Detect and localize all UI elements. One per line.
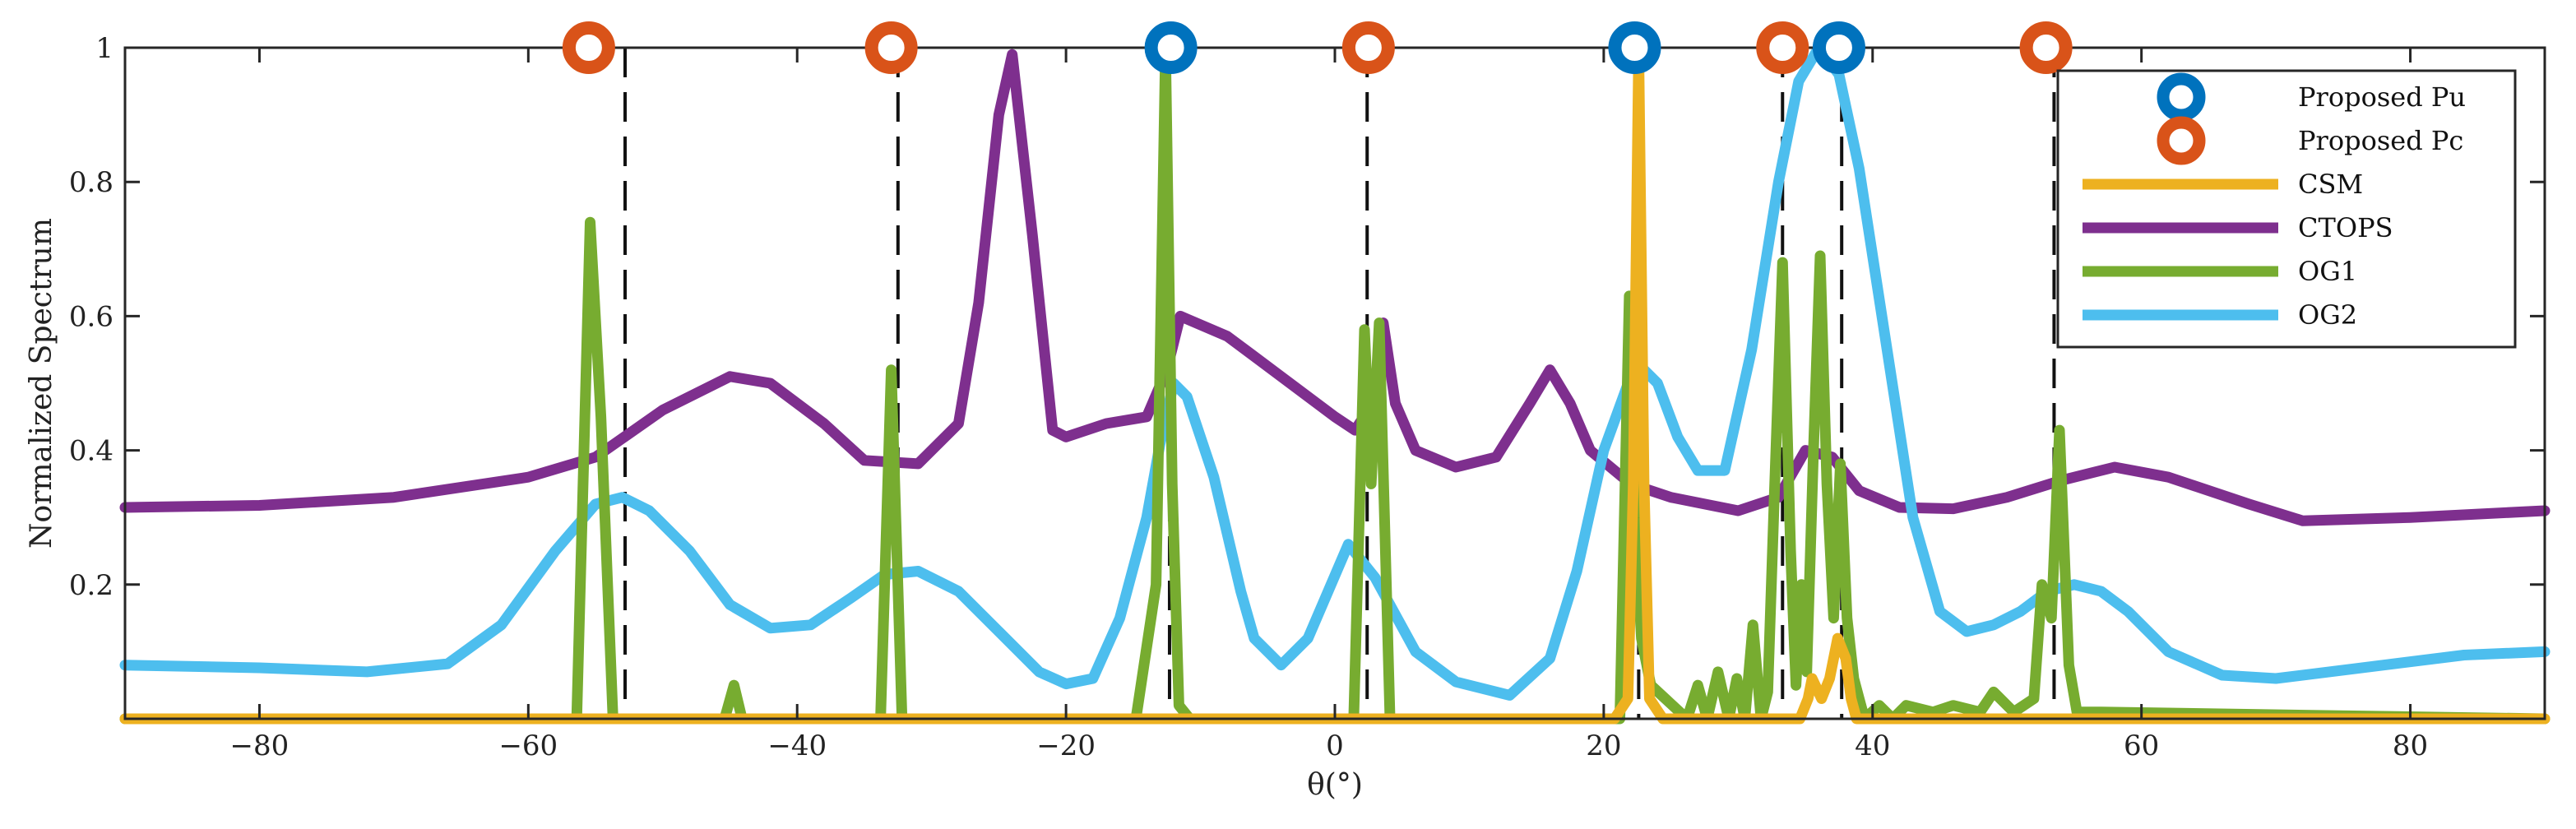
x-tick-label: −80 xyxy=(230,729,290,762)
marker-proposed-pc xyxy=(562,21,615,74)
marker-proposed-pu xyxy=(1608,21,1661,74)
legend-box xyxy=(2056,69,2517,349)
x-tick-label: 80 xyxy=(2393,729,2428,762)
x-tick-label: 40 xyxy=(1855,729,1890,762)
x-axis-label: θ(°) xyxy=(1307,768,1363,802)
y-tick-label: 0.6 xyxy=(69,300,114,333)
legend-label-ctops: CTOPS xyxy=(2298,212,2393,243)
legend-marker-proposed-pu xyxy=(2157,72,2206,122)
y-axis-label: Normalized Spectrum xyxy=(25,218,58,549)
marker-proposed-pc xyxy=(864,21,918,74)
x-tick-label: 0 xyxy=(1326,729,1344,762)
marker-proposed-pu xyxy=(1144,21,1198,74)
y-tick-label: 1 xyxy=(95,32,114,65)
series-line-csm xyxy=(119,42,2551,725)
legend-label-proposed-pc: Proposed Pc xyxy=(2298,125,2463,156)
y-tick-label: 0.2 xyxy=(69,569,114,602)
marker-proposed-pc xyxy=(2019,21,2073,74)
x-tick-label: −20 xyxy=(1036,729,1096,762)
x-tick-label: 60 xyxy=(2124,729,2159,762)
legend: Proposed Pu Proposed Pc CSM CTOPS OG1 OG2 xyxy=(2056,69,2517,349)
legend-marker-proposed-pc xyxy=(2157,116,2206,165)
x-tick-label: −60 xyxy=(498,729,558,762)
y-tick-label: 0.4 xyxy=(69,435,114,468)
series-line-og2 xyxy=(119,42,2551,701)
legend-label-og1: OG1 xyxy=(2298,256,2357,287)
legend-label-csm: CSM xyxy=(2298,169,2363,200)
x-tick-label: 20 xyxy=(1586,729,1621,762)
marker-proposed-pc xyxy=(1341,21,1395,74)
legend-label-og2: OG2 xyxy=(2298,299,2357,331)
legend-label-proposed-pu: Proposed Pu xyxy=(2298,81,2466,113)
x-tick-label: −40 xyxy=(767,729,827,762)
marker-proposed-pu xyxy=(1812,21,1865,74)
y-tick-label: 0.8 xyxy=(69,166,114,199)
marker-proposed-pc xyxy=(1756,21,1809,74)
